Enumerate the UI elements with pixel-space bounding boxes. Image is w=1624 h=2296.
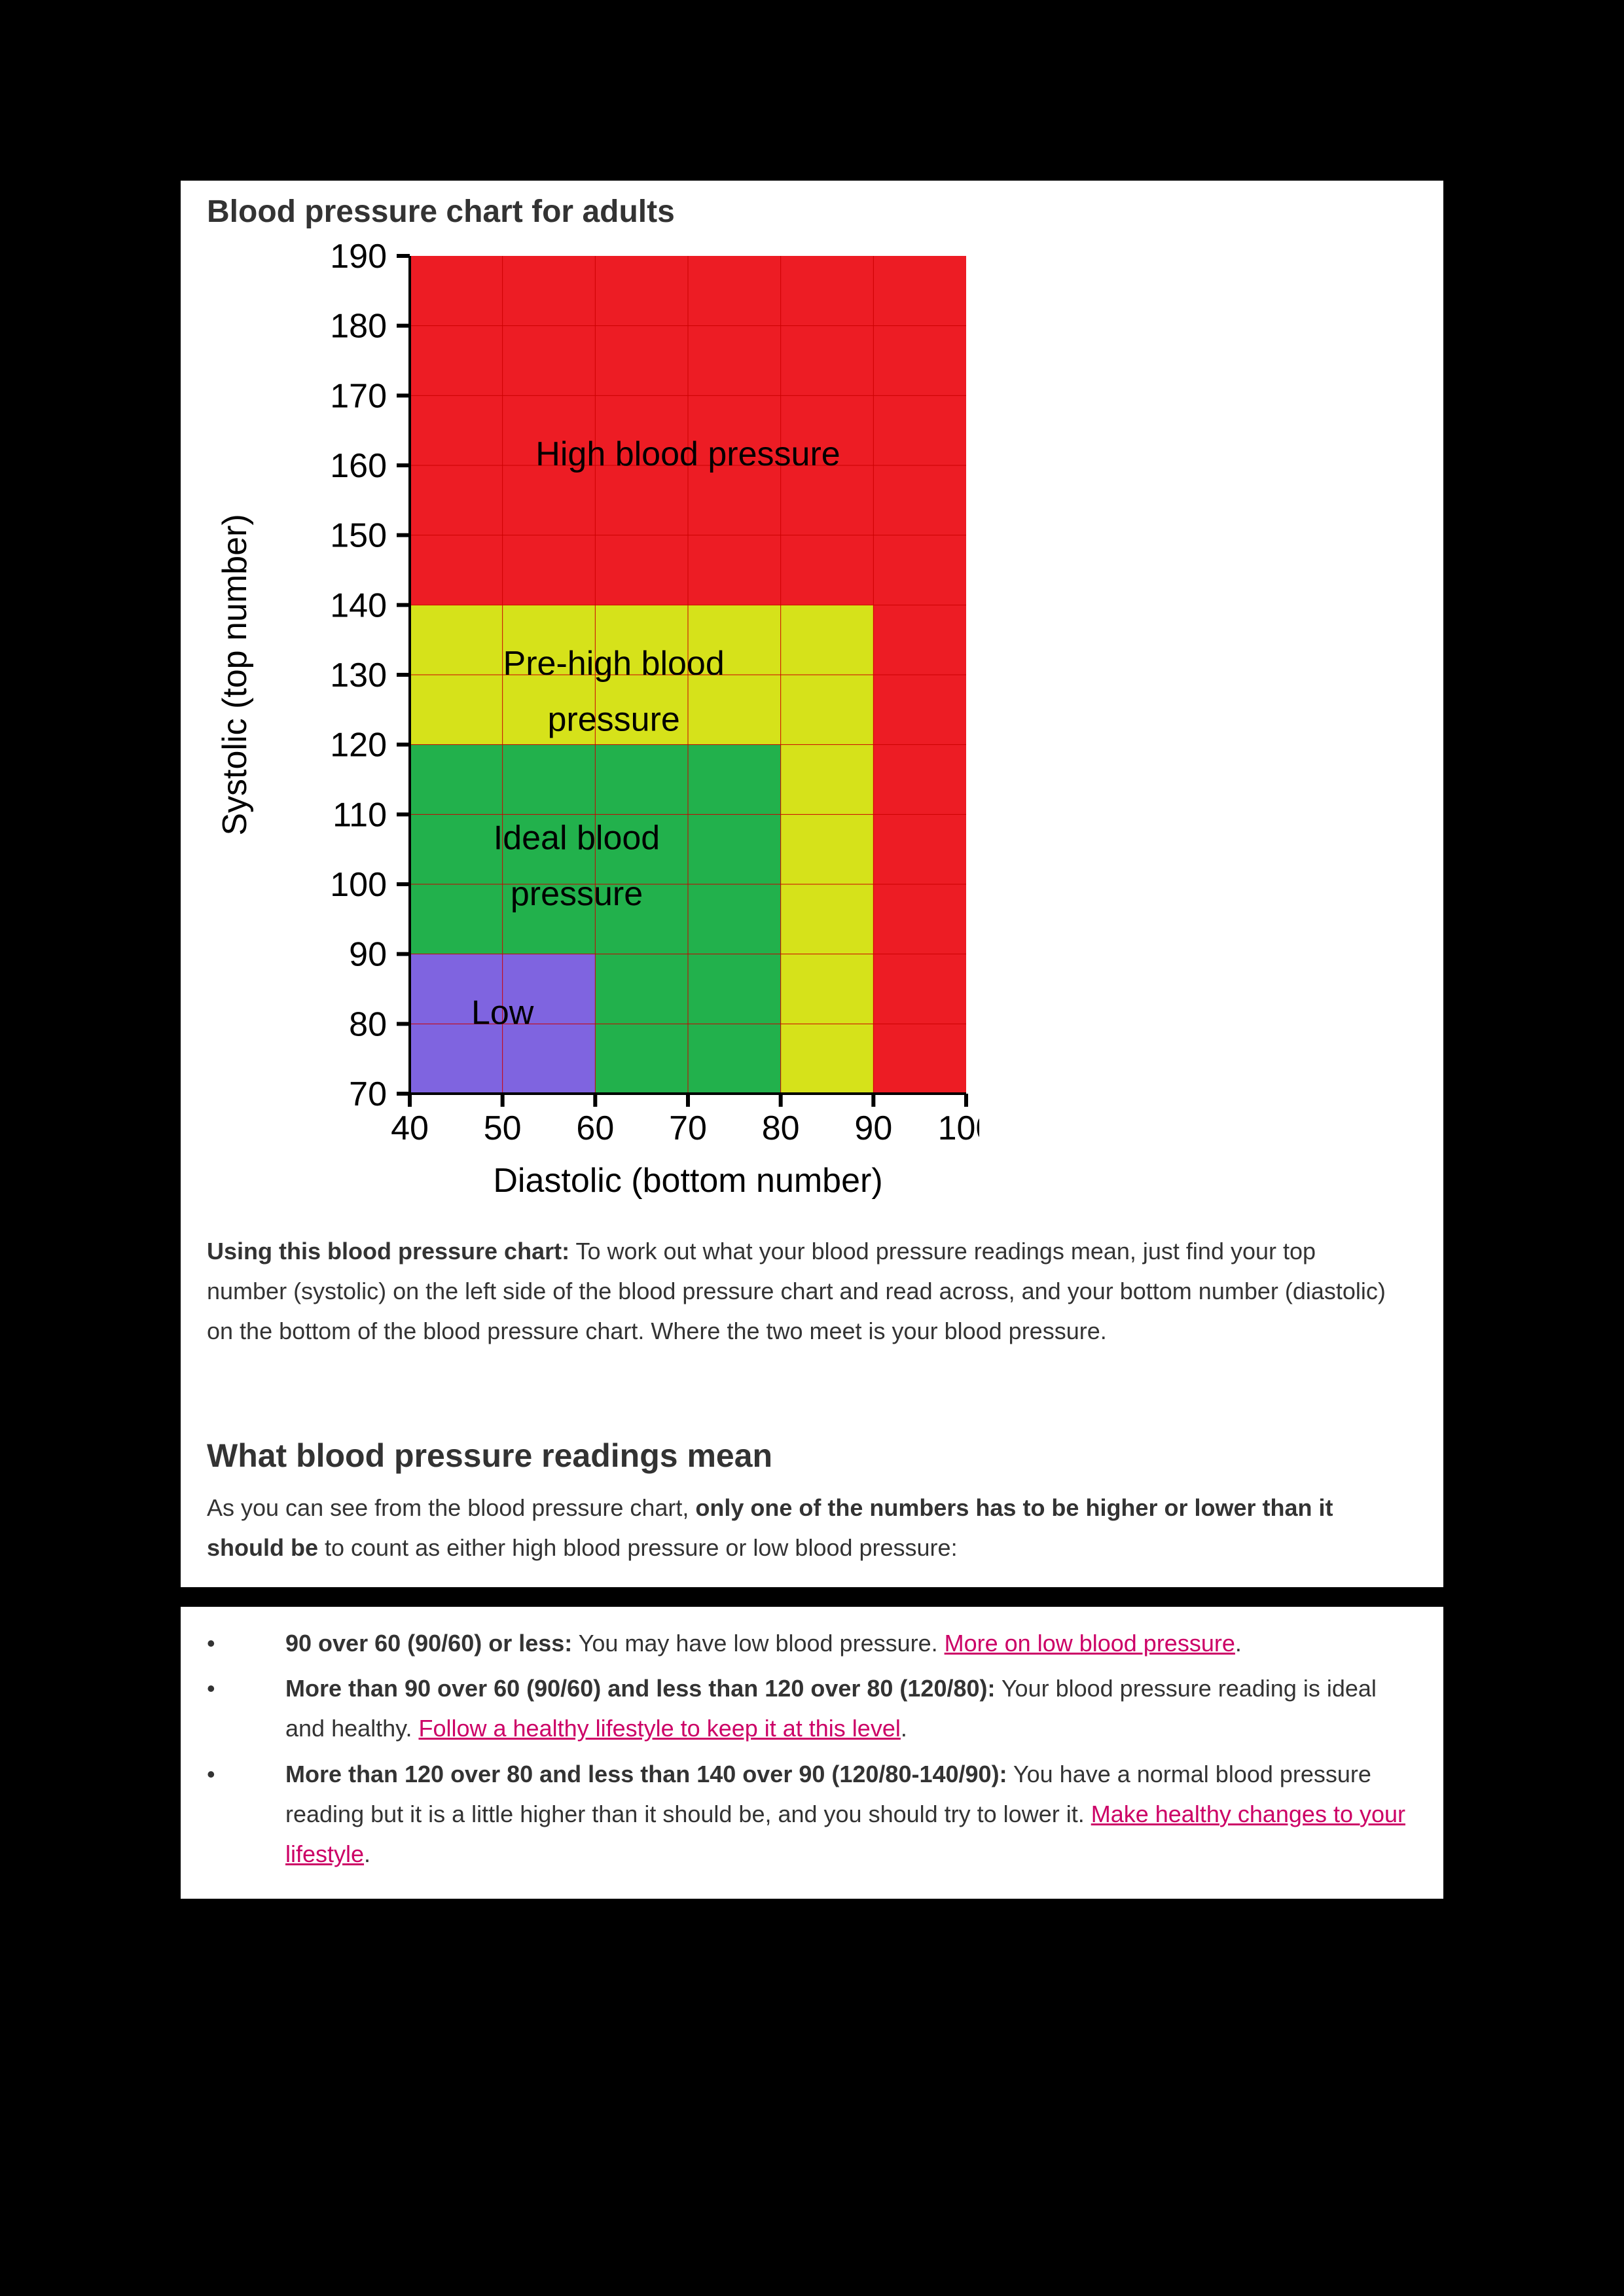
zone-label: Low — [471, 994, 534, 1031]
x-tick-label: 100 — [938, 1109, 979, 1147]
zone-label: Pre-high blood — [503, 645, 725, 683]
bullet-link[interactable]: Follow a healthy lifestyle to keep it at… — [418, 1715, 900, 1742]
bullet-link[interactable]: More on low blood pressure — [945, 1630, 1235, 1657]
para-tail: to count as either high blood pressure o… — [318, 1534, 958, 1561]
list-item: More than 120 over 80 and less than 140 … — [285, 1754, 1417, 1874]
y-tick-label: 180 — [330, 308, 387, 346]
bullet-link[interactable]: Make healthy changes to your lifestyle — [285, 1801, 1405, 1867]
subheading: What blood pressure readings mean — [207, 1437, 1417, 1475]
para-lead: As you can see from the blood pressure c… — [207, 1494, 695, 1521]
y-tick-label: 100 — [330, 866, 387, 904]
zone-label: pressure — [548, 700, 680, 738]
x-tick-label: 40 — [391, 1109, 429, 1147]
usage-paragraph: Using this blood pressure chart: To work… — [207, 1231, 1417, 1352]
y-tick-label: 190 — [330, 238, 387, 276]
y-tick-label: 150 — [330, 517, 387, 555]
x-tick-label: 70 — [669, 1109, 707, 1147]
x-axis-label: Diastolic (bottom number) — [493, 1162, 882, 1200]
y-tick-label: 80 — [349, 1005, 387, 1043]
y-tick-label: 70 — [349, 1075, 387, 1113]
bullet-bold: More than 90 over 60 (90/60) and less th… — [285, 1675, 996, 1702]
zone-label: pressure — [511, 875, 643, 913]
zone-label: Ideal blood — [494, 819, 660, 857]
bullet-bold: More than 120 over 80 and less than 140 … — [285, 1761, 1007, 1787]
y-axis-label: Systolic (top number) — [216, 514, 254, 835]
y-tick-label: 110 — [333, 796, 387, 834]
bp-chart: High blood pressure Pre-high blood pressur… — [207, 236, 979, 1218]
x-tick-label: 80 — [762, 1109, 800, 1147]
y-tick-label: 160 — [330, 447, 387, 485]
y-tick-label: 120 — [330, 726, 387, 764]
y-tick-label: 170 — [330, 377, 387, 415]
bullet-bold: 90 over 60 (90/60) or less: — [285, 1630, 572, 1657]
y-tick-label: 130 — [330, 656, 387, 694]
y-tick-label: 90 — [349, 936, 387, 974]
x-tick-label: 90 — [854, 1109, 892, 1147]
list-item: 90 over 60 (90/60) or less: You may have… — [285, 1623, 1417, 1663]
black-gap — [154, 1587, 1470, 1607]
x-tick-label: 60 — [576, 1109, 614, 1147]
usage-lead: Using this blood pressure chart: — [207, 1238, 569, 1265]
page-title: Blood pressure chart for adults — [207, 194, 1417, 230]
readings-paragraph: As you can see from the blood pressure c… — [207, 1488, 1417, 1587]
bp-list: 90 over 60 (90/60) or less: You may have… — [207, 1623, 1417, 1874]
section-chart: Blood pressure chart for adults High blo… — [181, 181, 1443, 1587]
bullet-section: 90 over 60 (90/60) or less: You may have… — [181, 1607, 1443, 1899]
list-item: More than 90 over 60 (90/60) and less th… — [285, 1668, 1417, 1748]
document-page: Blood pressure chart for adults High blo… — [181, 181, 1443, 1899]
bp-chart-svg: High blood pressure Pre-high blood pressur… — [207, 236, 979, 1218]
y-tick-label: 140 — [330, 586, 387, 624]
x-tick-label: 50 — [484, 1109, 522, 1147]
zone-label: High blood pressure — [535, 435, 840, 473]
